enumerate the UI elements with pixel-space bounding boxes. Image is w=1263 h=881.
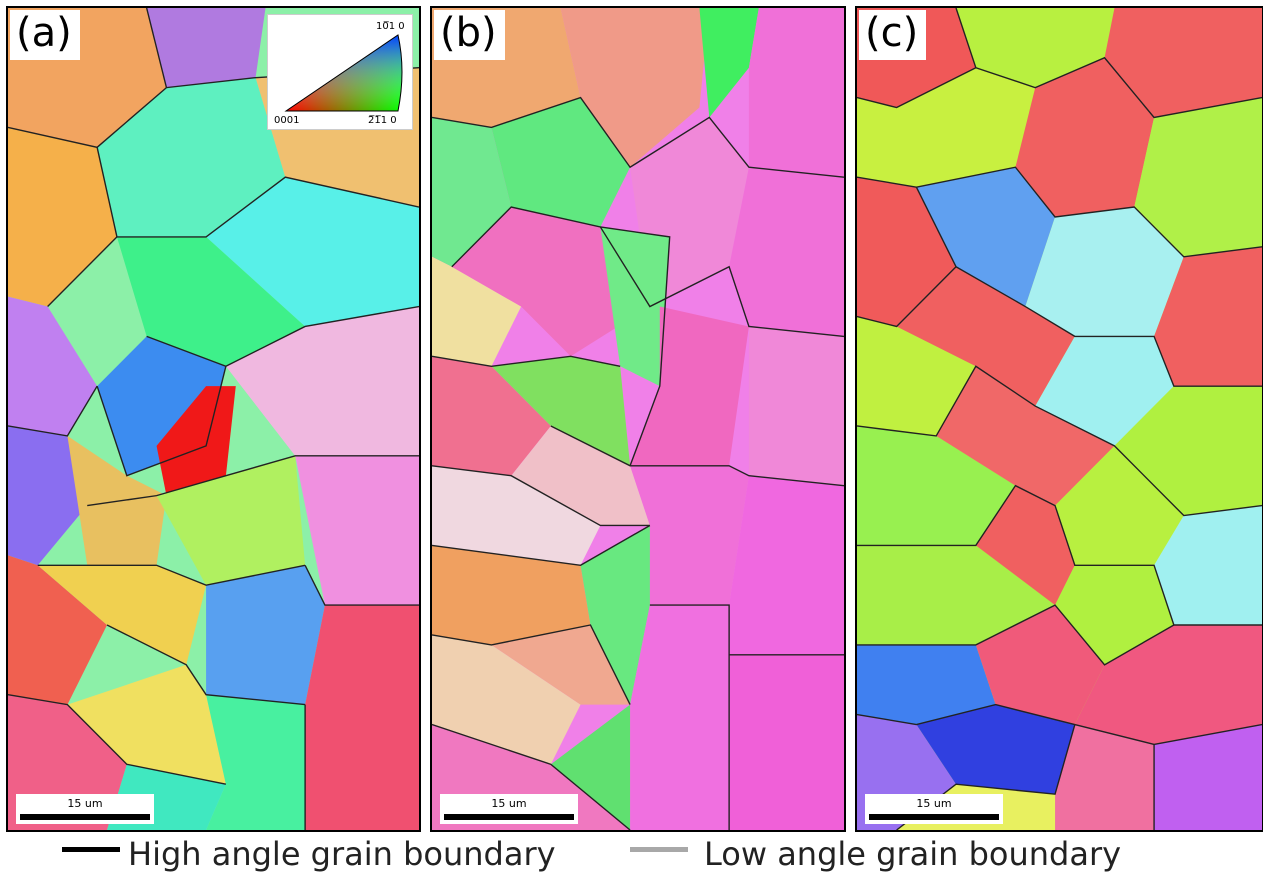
scale-bar-b: 15 um <box>440 794 578 824</box>
scale-bar-text-b: 15 um <box>491 797 527 810</box>
ebsd-map-panel-c: (c) 15 um <box>855 6 1263 832</box>
ebsd-map-panel-b: (b) 15 um <box>430 6 846 832</box>
scale-bar-line-c <box>869 814 999 820</box>
panel-label-b: (b) <box>434 10 505 60</box>
ebsd-map-c <box>857 8 1262 830</box>
panel-label-a: (a) <box>10 10 80 60</box>
ipf-color-key: 10̅1 0 0001 2̅1̅1 0 <box>267 14 413 130</box>
scale-bar-line-a <box>20 814 150 820</box>
high-angle-legend-label: High angle grain boundary <box>128 835 556 873</box>
panel-label-c: (c) <box>859 10 927 60</box>
low-angle-legend-swatch <box>630 847 688 852</box>
ipf-label-left: 0001 <box>274 115 300 126</box>
ebsd-map-panel-a: (a) 10̅1 0 0001 2̅1̅1 0 15 um <box>6 6 421 832</box>
scale-bar-line-b <box>444 814 574 820</box>
ipf-label-top: 10̅1 0 <box>376 21 405 32</box>
ipf-triangle-icon <box>284 34 403 112</box>
high-angle-legend-swatch <box>62 847 120 852</box>
ipf-label-right: 2̅1̅1 0 <box>368 115 397 126</box>
scale-bar-a: 15 um <box>16 794 154 824</box>
ebsd-map-a <box>8 8 419 830</box>
scale-bar-text-c: 15 um <box>916 797 952 810</box>
scale-bar-text-a: 15 um <box>67 797 103 810</box>
scale-bar-c: 15 um <box>865 794 1003 824</box>
low-angle-legend-label: Low angle grain boundary <box>704 835 1122 873</box>
ebsd-map-b <box>432 8 844 830</box>
